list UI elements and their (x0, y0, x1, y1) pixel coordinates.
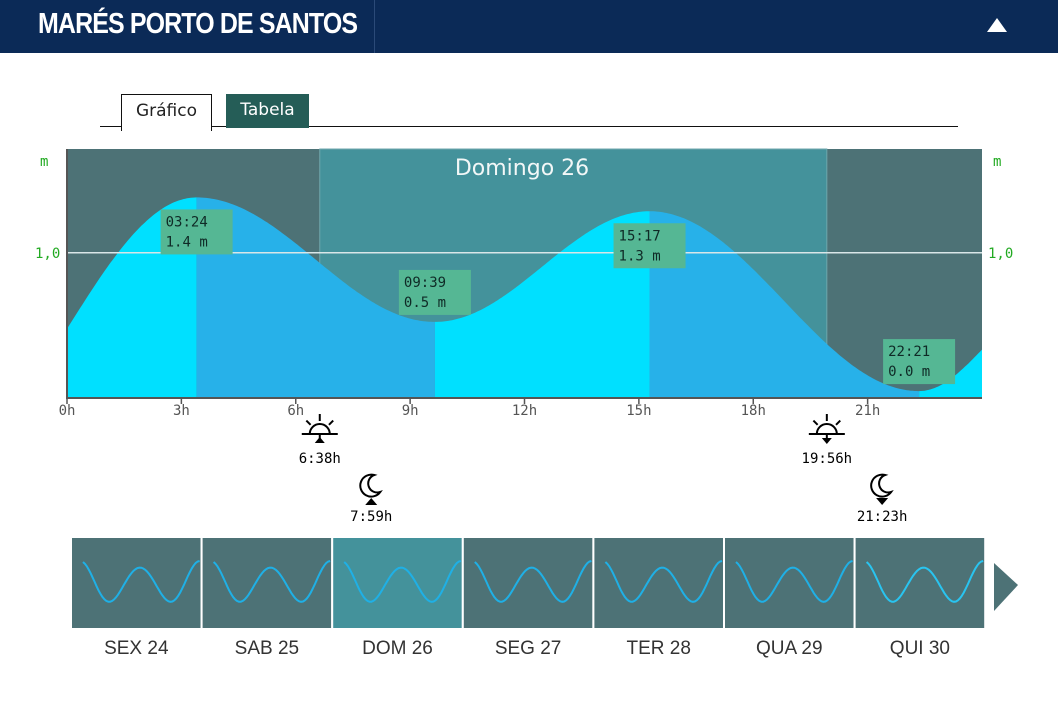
x-tick-label: 21h (855, 403, 880, 419)
day-tide-line (82, 560, 200, 603)
sunset-icon-disc (815, 423, 838, 435)
day-label: SAB 25 (235, 638, 299, 659)
day-panel-bg (461, 536, 595, 630)
sunset-icon-ray (812, 419, 819, 426)
y-tick-label-right: 1,0 (988, 246, 1013, 262)
tide-extreme-label-box (883, 339, 956, 385)
day-tide-line (212, 560, 331, 603)
day-panel-bg (200, 536, 334, 630)
day-label: QUA 29 (756, 638, 823, 659)
day-panel[interactable]: QUA 29 (723, 536, 856, 659)
tide-area-falling (196, 197, 920, 398)
arrow-right-icon[interactable] (994, 563, 1018, 611)
y-tick-label-left: 1,0 (35, 246, 60, 262)
day-panel[interactable]: DOM 26 (331, 536, 464, 659)
day-tide-line (604, 560, 723, 603)
day-label: SEG 27 (495, 638, 562, 659)
tide-extreme-height: 1.4 m (166, 234, 208, 250)
tab-grafico[interactable]: Gráfico (121, 94, 212, 131)
day-tide-line (865, 560, 984, 603)
moonset-icon: 21:23h (857, 473, 908, 525)
day-panel[interactable]: SAB 25 (200, 536, 334, 659)
triangle-up-icon[interactable] (984, 14, 1010, 38)
x-tick-label: 12h (512, 403, 537, 419)
day-panel-bg (331, 536, 464, 630)
y-unit-right: m (993, 154, 1001, 170)
tab-tabela[interactable]: Tabela (226, 94, 309, 128)
header-divider (374, 0, 375, 53)
tide-extreme-labels: 03:24 1.4 m 09:39 0.5 m 15:17 1.3 m 22:21 0.0 m (160, 209, 956, 385)
day-tide-line (343, 560, 462, 603)
day-panels: SEX 24 SAB 25 DOM 26 SEG 27 TER 28 QUA 29 QUI … (70, 536, 987, 659)
moonrise-icon: 7:59h (350, 473, 392, 525)
moonrise-icon-crescent (359, 473, 383, 498)
x-tick-label: 3h (173, 403, 190, 419)
tide-chart: Domingo 26 m m 1,0 1,0 0h 3h 6h 9h 12h 15h 18h… (35, 148, 1013, 525)
tide-extreme-time: 03:24 (166, 214, 208, 230)
tide-extreme-height: 0.5 m (404, 295, 446, 311)
tide-extreme-label-box (160, 209, 233, 255)
sunset-icon-time: 19:56h (802, 451, 853, 467)
tide-extreme-label-box (613, 223, 686, 269)
tide-extreme-label-box (398, 269, 471, 315)
day-label: DOM 26 (362, 638, 433, 659)
tide-extreme-time: 22:21 (888, 344, 930, 360)
x-tick-label: 15h (626, 403, 651, 419)
moonrise-icon-arrow (365, 498, 378, 505)
sunset-icon-ray (835, 419, 841, 426)
day-panel[interactable]: SEX 24 (70, 536, 203, 659)
tide-extreme-height: 1.3 m (619, 248, 661, 264)
day-panel-bg (723, 536, 856, 630)
tide-extreme-height: 0.0 m (888, 364, 930, 380)
astro-markers: 6:38h 19:56h 7:59h 21:23h (299, 414, 908, 525)
sunset-icon: 19:56h (802, 414, 853, 467)
page-title: MARÉS PORTO DE SANTOS (38, 8, 358, 40)
y-unit-left: m (40, 154, 48, 170)
moonrise-icon-time: 7:59h (350, 509, 392, 525)
day-tide-line (474, 560, 592, 603)
day-panel-bg (70, 536, 203, 630)
tide-extreme-time: 15:17 (619, 228, 661, 244)
day-panel-bg (853, 536, 987, 630)
sunrise-icon-time: 6:38h (299, 451, 341, 467)
day-label: SEX 24 (104, 638, 169, 659)
chart-title: Domingo 26 (455, 156, 589, 181)
sunrise-icon: 6:38h (299, 414, 341, 467)
sunrise-icon-ray (305, 419, 312, 426)
header-bar: MARÉS PORTO DE SANTOS (0, 0, 1058, 53)
sunrise-icon-ray (328, 419, 334, 426)
tide-extreme-time: 09:39 (404, 275, 446, 291)
x-tick-label: 18h (741, 403, 766, 419)
sunset-icon-arrow (821, 438, 832, 444)
x-tick-label: 6h (287, 403, 304, 419)
week-strip: SEX 24 SAB 25 DOM 26 SEG 27 TER 28 QUA 29 QUI … (70, 536, 1018, 659)
sunrise-icon-disc (308, 423, 331, 435)
day-panel[interactable]: SEG 27 (461, 536, 595, 659)
day-label: QUI 30 (890, 638, 950, 659)
tabs-divider (100, 126, 958, 127)
day-panel[interactable]: TER 28 (592, 536, 726, 659)
moonset-icon-time: 21:23h (857, 509, 908, 525)
day-tide-line (735, 560, 853, 603)
sunrise-icon-arrow (314, 437, 325, 443)
x-tick-label: 9h (402, 403, 419, 419)
x-axis-ticks: 0h 3h 6h 9h 12h 15h 18h 21h (59, 398, 880, 419)
moonset-icon-crescent (870, 473, 894, 498)
day-label: TER 28 (626, 638, 690, 659)
day-panel[interactable]: QUI 30 (853, 536, 987, 659)
x-tick-label: 0h (59, 403, 76, 419)
tide-area-rising (67, 197, 982, 398)
day-panel-bg (592, 536, 726, 630)
moonset-icon-arrow (876, 498, 889, 505)
